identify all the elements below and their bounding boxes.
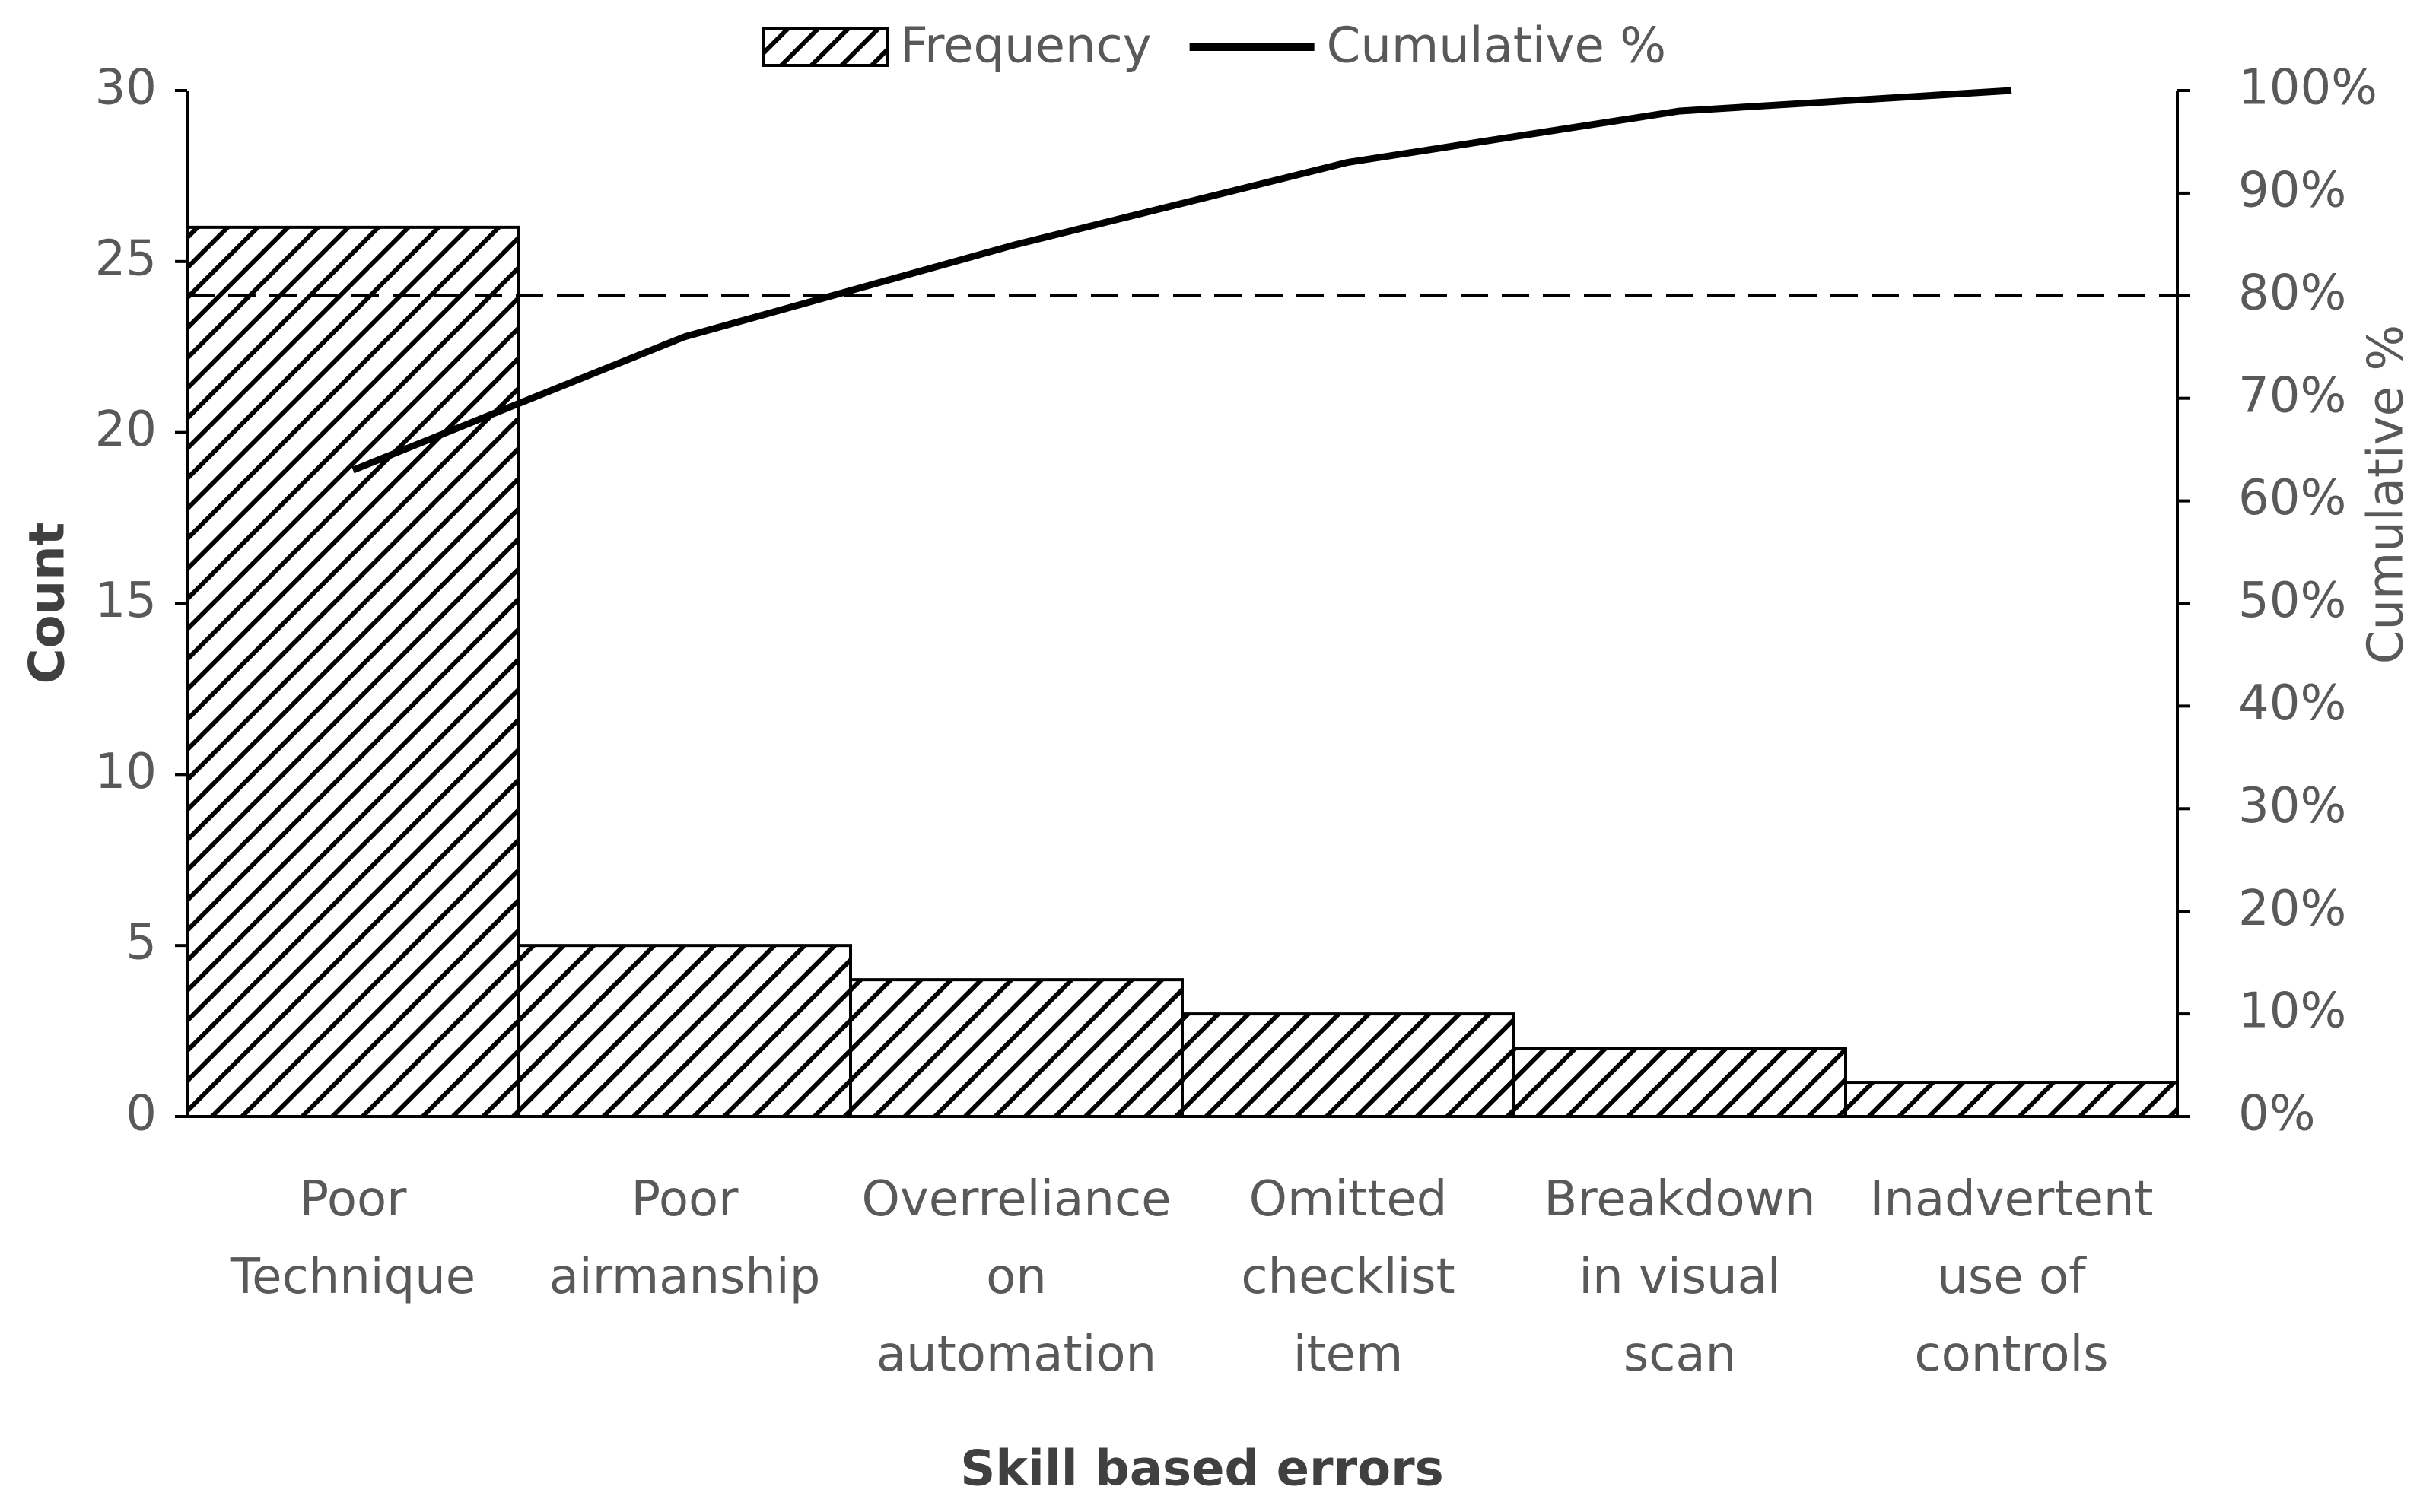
y2-tick-label: 70% <box>2238 367 2346 424</box>
cumulative-line <box>351 87 2012 474</box>
legend-swatch <box>762 27 889 67</box>
y2-tick-label: 30% <box>2238 778 2346 834</box>
x-tick-label: Omitted checklist item <box>1241 1171 1455 1383</box>
legend-label: Frequency <box>900 18 1152 75</box>
y-tick-label: 5 <box>126 915 157 971</box>
x-axis-title: Skill based errors <box>960 1441 1444 1498</box>
legend-label: Cumulative % <box>1327 18 1666 75</box>
y-tick-label: 10 <box>95 744 157 800</box>
y2-tick-label: 20% <box>2238 881 2346 937</box>
y-tick-label: 20 <box>95 402 157 458</box>
y2-tick-label: 50% <box>2238 573 2346 629</box>
bar <box>186 225 520 1118</box>
x-tick-label: Poor airmanship <box>549 1171 821 1305</box>
bar <box>1844 1081 2179 1118</box>
y-tick-label: 15 <box>95 573 157 629</box>
y-tick-label: 30 <box>95 60 157 116</box>
bar <box>849 978 1184 1118</box>
x-tick-label: Breakdown in visual scan <box>1544 1171 1815 1383</box>
y-tick-label: 0 <box>126 1086 157 1142</box>
y2-tick-label: 0% <box>2238 1086 2316 1142</box>
y2-axis-title: Cumulative % <box>2358 325 2415 664</box>
x-tick-label: Poor Technique <box>230 1171 475 1305</box>
bar <box>1181 1012 1515 1118</box>
x-tick-label: Inadvertent use of controls <box>1870 1171 2154 1383</box>
y2-tick-label: 90% <box>2238 162 2346 218</box>
bar <box>517 944 852 1118</box>
x-tick-label: Overreliance on automation <box>862 1171 1172 1383</box>
y2-tick-label: 100% <box>2238 60 2377 116</box>
y2-tick-label: 10% <box>2238 983 2346 1040</box>
y-axis-title: Count <box>20 523 76 685</box>
y2-tick-label: 80% <box>2238 265 2346 321</box>
y-tick-label: 25 <box>95 230 157 287</box>
bar <box>1512 1047 1847 1118</box>
y2-tick-label: 60% <box>2238 470 2346 526</box>
y2-tick-label: 40% <box>2238 675 2346 732</box>
